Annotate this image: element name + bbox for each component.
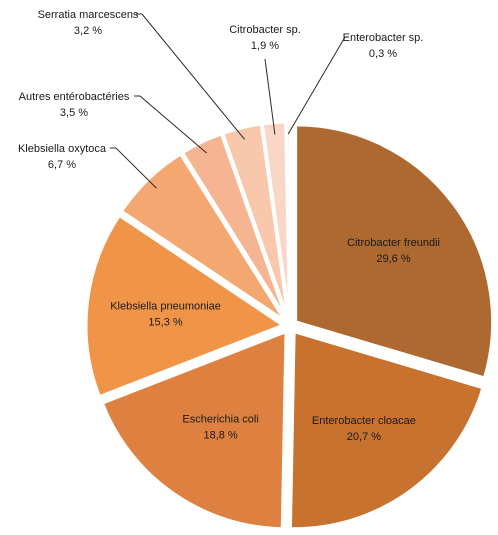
slice-value-citrobacter-freundii: 29,6 % bbox=[376, 253, 410, 265]
slice-value-enterobacter-sp: 0,3 % bbox=[369, 48, 397, 60]
slice-name-citrobacter-sp: Citrobacter sp. bbox=[229, 24, 301, 36]
pie-slice-enterobacter-cloacae bbox=[288, 329, 485, 531]
slice-name-enterobacter-cloacae: Enterobacter cloacae bbox=[312, 415, 416, 427]
slice-name-citrobacter-freundii: Citrobacter freundii bbox=[347, 237, 440, 249]
leader-line-autres-enterobacteries bbox=[134, 95, 207, 154]
pie-slice-escherichia-coli bbox=[100, 329, 288, 531]
slice-name-escherichia-coli: Escherichia coli bbox=[182, 413, 258, 425]
slice-name-klebsiella-oxytoca: Klebsiella oxytoca bbox=[18, 143, 107, 155]
leader-line-citrobacter-sp bbox=[264, 58, 276, 135]
slice-value-citrobacter-sp: 1,9 % bbox=[251, 40, 279, 52]
slice-value-enterobacter-cloacae: 20,7 % bbox=[347, 431, 381, 443]
slice-name-autres-enterobacteries: Autres entérobactéries bbox=[19, 91, 130, 103]
slice-name-serratia-marcescens: Serratia marcescens bbox=[38, 9, 139, 21]
leader-line-klebsiella-oxytoca bbox=[110, 147, 157, 189]
slice-value-autres-enterobacteries: 3,5 % bbox=[60, 107, 88, 119]
slice-name-enterobacter-sp: Enterobacter sp. bbox=[343, 32, 424, 44]
pie-slice-citrobacter-freundii bbox=[294, 123, 495, 380]
pie-slice-enterobacter-sp bbox=[284, 120, 292, 320]
leader-line-serratia-marcescens bbox=[136, 13, 245, 140]
pie-slice-klebsiella-pneumoniae bbox=[84, 213, 287, 399]
slice-value-klebsiella-oxytoca: 6,7 % bbox=[48, 159, 76, 171]
slice-value-klebsiella-pneumoniae: 15,3 % bbox=[148, 316, 182, 328]
slice-value-serratia-marcescens: 3,2 % bbox=[74, 25, 102, 37]
slice-value-escherichia-coli: 18,8 % bbox=[203, 429, 237, 441]
leader-line-enterobacter-sp bbox=[287, 36, 349, 135]
slice-name-klebsiella-pneumoniae: Klebsiella pneumoniae bbox=[110, 300, 221, 312]
